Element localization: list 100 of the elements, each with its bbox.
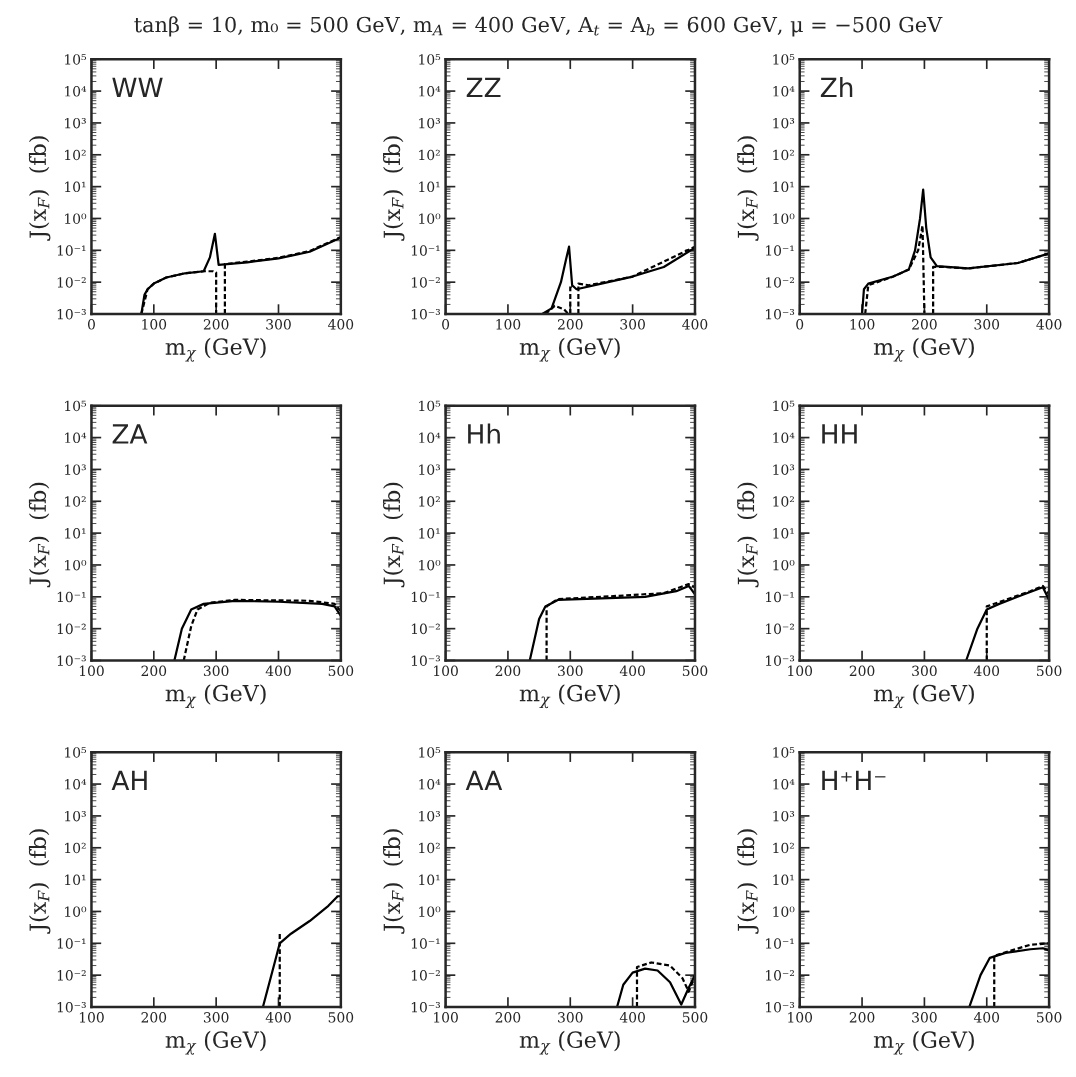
x-axis-title: m$_{χ}$ (GeV) <box>873 1030 974 1055</box>
y-tick-label: 10² <box>419 149 440 161</box>
x-tick-label: 400 <box>328 319 354 330</box>
y-tick-label: 10⁵ <box>419 747 441 758</box>
x-tick-label: 300 <box>203 1012 229 1023</box>
y-tick-label: 10² <box>65 842 86 854</box>
y-axis-title: J(x$_{F}$) (fb) <box>383 482 405 588</box>
y-tick-label: 10⁻¹ <box>765 245 794 256</box>
annotation: HH <box>822 424 857 444</box>
x-tick-label: 400 <box>973 1012 1000 1023</box>
annotation: H⁺H⁻ <box>822 770 886 791</box>
x-tick-label: 300 <box>203 665 229 677</box>
x-tick-label: 100 <box>142 319 167 330</box>
x-tick-label: 300 <box>266 319 291 330</box>
x-tick-label: 100 <box>79 665 104 677</box>
y-tick-label: 10¹ <box>773 181 794 193</box>
y-axis-title: J(x$_{F}$) (fb) <box>383 829 405 934</box>
y-axis-title: J(x$_{F}$) (fb) <box>737 136 759 241</box>
y-tick-label: 10⁻¹ <box>411 591 440 603</box>
y-tick-label: 10⁻³ <box>57 1001 86 1013</box>
y-tick-label: 10⁰ <box>65 906 87 917</box>
y-tick-label: 10² <box>65 149 86 161</box>
y-tick-label: 10⁻¹ <box>411 245 440 256</box>
y-tick-label: 10¹ <box>419 181 440 193</box>
x-axis-title: m$_{χ}$ (GeV) <box>165 684 266 709</box>
y-tick-label: 10⁵ <box>419 400 441 412</box>
y-axis-title: J(x$_{F}$) (fb) <box>28 136 51 241</box>
y-tick-label: 10⁴ <box>773 779 795 790</box>
x-tick-label: 0 <box>796 319 804 330</box>
y-tick-label: 10⁰ <box>65 213 87 224</box>
y-tick-label: 10³ <box>773 464 795 475</box>
y-tick-label: 10⁻³ <box>765 655 795 666</box>
y-tick-label: 10¹ <box>65 528 86 539</box>
y-tick-label: 10⁰ <box>773 559 795 571</box>
y-axis-title: J(x$_{F}$) (fb) <box>28 482 51 588</box>
y-tick-label: 10¹ <box>773 874 794 886</box>
y-tick-label: 10⁴ <box>419 86 441 97</box>
x-tick-label: 200 <box>495 1012 521 1023</box>
y-tick-label: 10⁰ <box>419 559 441 571</box>
text: tanβ = 10, m₀ = 500 GeV, m$_{A}$ = 400 GeV, A$_{t}$ = A$_{b}$ = 600 GeV, μ = −500 GeV <box>134 16 943 37</box>
y-tick-label: 10⁻¹ <box>57 591 86 603</box>
y-tick-label: 10⁴ <box>773 86 795 97</box>
y-tick-label: 10⁴ <box>65 86 87 97</box>
y-axis-title: J(x$_{F}$) (fb) <box>383 136 405 241</box>
x-tick-label: 400 <box>265 665 291 677</box>
annotation: ZA <box>112 424 148 444</box>
x-axis-title: m$_{χ}$ (GeV) <box>519 337 620 362</box>
x-tick-label: 200 <box>495 665 521 677</box>
y-tick-label: 10⁵ <box>419 54 441 65</box>
y-tick-label: 10¹ <box>65 181 86 193</box>
y-tick-label: 10⁻¹ <box>765 591 794 603</box>
x-axis-title: m$_{χ}$ (GeV) <box>873 337 974 362</box>
y-tick-label: 10² <box>773 842 794 854</box>
y-tick-label: 10² <box>419 842 440 854</box>
x-tick-label: 300 <box>620 319 645 330</box>
y-tick-label: 10² <box>65 496 86 507</box>
annotation: WW <box>112 77 163 98</box>
y-tick-label: 10⁵ <box>65 54 87 65</box>
y-tick-label: 10³ <box>773 810 795 822</box>
x-tick-label: 400 <box>619 665 645 677</box>
y-tick-label: 10³ <box>773 117 795 129</box>
x-tick-label: 400 <box>619 1012 645 1023</box>
y-tick-label: 10⁻¹ <box>765 938 794 949</box>
x-tick-label: 200 <box>912 319 937 330</box>
y-tick-label: 10⁻³ <box>765 1001 795 1013</box>
y-tick-label: 10⁻² <box>57 623 86 635</box>
x-tick-label: 200 <box>849 665 875 677</box>
y-tick-label: 10⁻² <box>411 623 440 635</box>
x-tick-label: 400 <box>973 665 1000 677</box>
y-tick-label: 10⁻³ <box>57 308 86 320</box>
x-axis-title: m$_{χ}$ (GeV) <box>519 1030 620 1055</box>
y-tick-label: 10⁻³ <box>411 1001 441 1013</box>
x-axis-title: m$_{χ}$ (GeV) <box>165 1030 266 1055</box>
line-series <box>965 586 1050 661</box>
y-tick-label: 10⁴ <box>65 432 87 444</box>
x-tick-label: 500 <box>328 1012 354 1023</box>
x-axis-title: m$_{χ}$ (GeV) <box>165 337 266 362</box>
annotation: Zh <box>820 77 853 98</box>
y-tick-label: 10³ <box>65 117 86 129</box>
x-tick-label: 100 <box>788 665 813 677</box>
x-tick-label: 400 <box>265 1012 291 1023</box>
x-tick-label: 0 <box>87 319 95 330</box>
x-tick-label: 100 <box>850 319 875 330</box>
x-tick-label: 300 <box>974 319 1000 330</box>
y-tick-label: 10¹ <box>419 874 440 886</box>
y-axis-title: J(x$_{F}$) (fb) <box>737 829 759 934</box>
y-tick-label: 10³ <box>419 810 441 822</box>
x-tick-label: 200 <box>141 665 167 677</box>
y-tick-label: 10⁻² <box>765 623 794 635</box>
annotation: ZZ <box>466 77 501 98</box>
y-tick-label: 10³ <box>419 464 441 475</box>
y-tick-label: 10⁻¹ <box>57 245 86 256</box>
annotation: AH <box>111 770 147 791</box>
y-tick-label: 10⁴ <box>65 779 87 790</box>
x-tick-label: 100 <box>434 665 458 677</box>
y-axis-title: J(x$_{F}$) (fb) <box>28 829 51 934</box>
y-tick-label: 10⁻² <box>765 970 794 981</box>
x-tick-label: 200 <box>203 319 229 330</box>
y-tick-label: 10⁵ <box>773 747 795 758</box>
x-tick-label: 500 <box>328 665 354 677</box>
